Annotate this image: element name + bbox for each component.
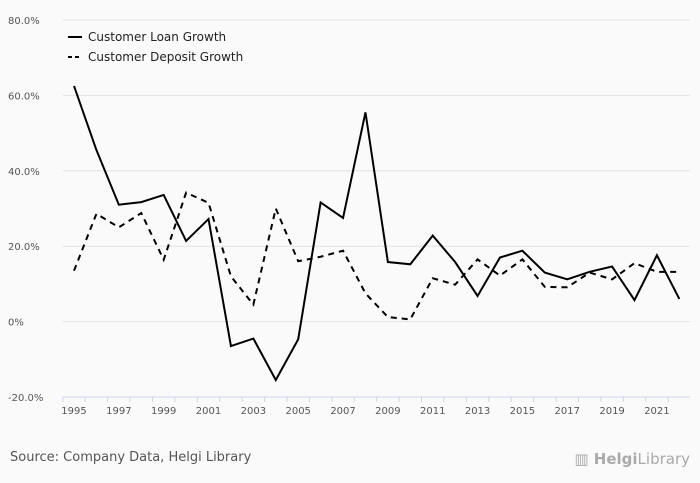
y-tick-label: 40.0%	[8, 167, 40, 178]
x-tick-label: 1999	[151, 406, 176, 417]
legend-label: Customer Loan Growth	[88, 30, 226, 44]
helgi-library-logo: ▥ HelgiLibrary	[574, 450, 690, 468]
x-tick-label: 1995	[61, 406, 86, 417]
y-tick-label: 0%	[8, 318, 24, 329]
x-tick-label: 2003	[241, 406, 266, 417]
y-tick-label: 80.0%	[8, 16, 40, 27]
legend-label: Customer Deposit Growth	[88, 50, 243, 64]
y-tick-label: -20.0%	[8, 393, 43, 404]
x-tick-label: 2009	[375, 406, 400, 417]
x-tick-label: 2013	[465, 406, 490, 417]
x-tick-label: 2001	[196, 406, 221, 417]
x-tick-label: 2015	[510, 406, 535, 417]
series-line-loan	[73, 85, 681, 383]
series-line-deposit	[73, 191, 680, 321]
x-tick-label: 1997	[106, 406, 131, 417]
x-tick-label: 2019	[599, 406, 624, 417]
y-tick-label: 60.0%	[8, 91, 40, 102]
y-tick-label: 20.0%	[8, 242, 40, 253]
x-tick-label: 2017	[555, 406, 580, 417]
x-tick-label: 2007	[330, 406, 355, 417]
line-chart: -20.0% 0% 20.0% 40.0% 60.0% 80.0% 1995 1997 1999…	[8, 16, 690, 417]
x-tick-label: 2021	[644, 406, 669, 417]
source-note: Source: Company Data, Helgi Library	[10, 450, 252, 465]
x-tick-label: 2005	[285, 406, 310, 417]
x-tick-label: 2011	[420, 406, 445, 417]
